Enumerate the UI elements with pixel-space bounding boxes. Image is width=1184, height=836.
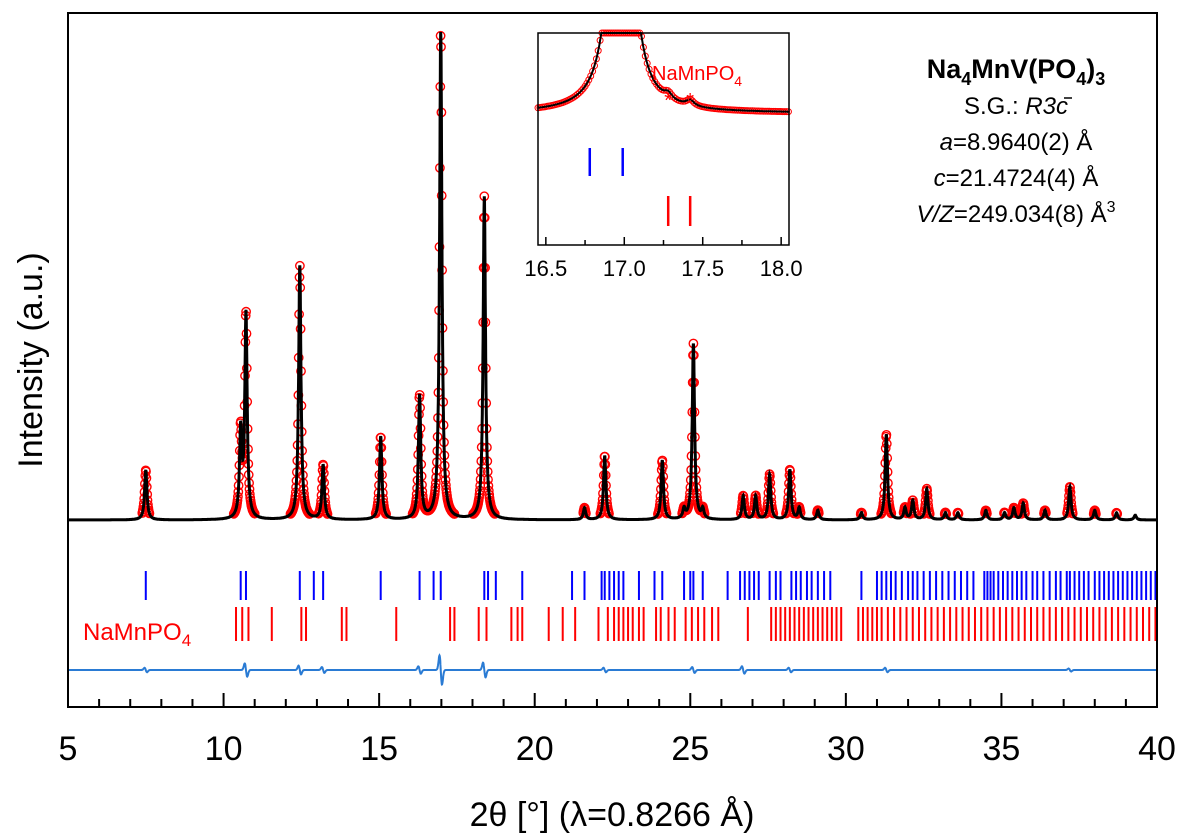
inset-observed-point (574, 90, 581, 98)
impurity-phase-label: NaMnPO4 (83, 619, 191, 650)
inset-observed-point (575, 89, 583, 97)
inset-observed-point (671, 95, 679, 102)
x-axis-label: 2θ [°] (λ=0.8266 Å) (470, 796, 755, 834)
calculated-series (68, 31, 1157, 522)
observed-point (449, 509, 460, 519)
x-tick-label: 25 (671, 730, 709, 768)
inset-x-tick-labels: 16.5 17.0 17.5 18.0 (524, 256, 802, 281)
x-axis-tick-labels: 5 10 15 20 25 30 35 40 (59, 730, 1176, 768)
difference-series (68, 653, 1157, 686)
x-tick-label: 10 (205, 730, 243, 768)
inset-impurity-label: NaMnPO4 (652, 63, 742, 89)
volume-per-z: V/Z=249.034(8) Å3 (916, 199, 1115, 228)
inset-tick-label: 17.5 (681, 256, 724, 281)
x-tick-label: 30 (827, 730, 865, 768)
lattice-a: a=8.9640(2) Å (940, 128, 1093, 156)
compound-formula: Na4MnV(PO4)3 (927, 54, 1106, 89)
inset-background (538, 33, 789, 245)
inset-star-marker: * (686, 90, 694, 112)
space-group: S.G.: R3c (964, 93, 1068, 120)
x-tick-label: 20 (516, 730, 554, 768)
x-tick-label: 5 (59, 730, 78, 768)
plot-body (68, 30, 1157, 686)
inset-observed-point (583, 79, 591, 87)
inset-observed-point (649, 74, 657, 82)
x-tick-label: 35 (983, 730, 1021, 768)
observed-point (857, 509, 868, 519)
phase-main-reflections (144, 571, 1157, 600)
observed-point (489, 509, 500, 519)
lattice-c: c=21.4724(4) Å (934, 164, 1099, 192)
observed-point (249, 508, 260, 519)
inset-tick-label: 16.5 (524, 256, 567, 281)
inset-calculated-series (537, 32, 789, 113)
inset-tick-label: 17.0 (603, 256, 646, 281)
inset-observed-point (577, 87, 585, 95)
inset-star-marker: * (664, 90, 672, 112)
inset-x-ticks (545, 237, 782, 245)
inset-observed-point (585, 76, 593, 84)
structure-annotation: Na4MnV(PO4)3 S.G.: R3c a=8.9640(2) Å c=2… (916, 54, 1115, 228)
inset-impurity-markers: * * (664, 90, 694, 112)
x-axis-ticks (67, 693, 1158, 707)
phase-impurity-reflections (235, 607, 1157, 641)
y-axis-label: Intensity (a.u.) (12, 252, 50, 467)
x-tick-label: 15 (360, 730, 398, 768)
inset-observed-point (647, 70, 655, 78)
x-tick-label: 40 (1138, 730, 1176, 768)
inset-plot: 16.5 17.0 17.5 18.0 NaMnPO4 * * (524, 29, 803, 281)
plot-frame (67, 12, 1158, 708)
inset-body (534, 29, 792, 226)
inset-tick-label: 18.0 (760, 256, 803, 281)
inset-observed-point (587, 72, 595, 80)
inset-observed-point (668, 91, 676, 99)
